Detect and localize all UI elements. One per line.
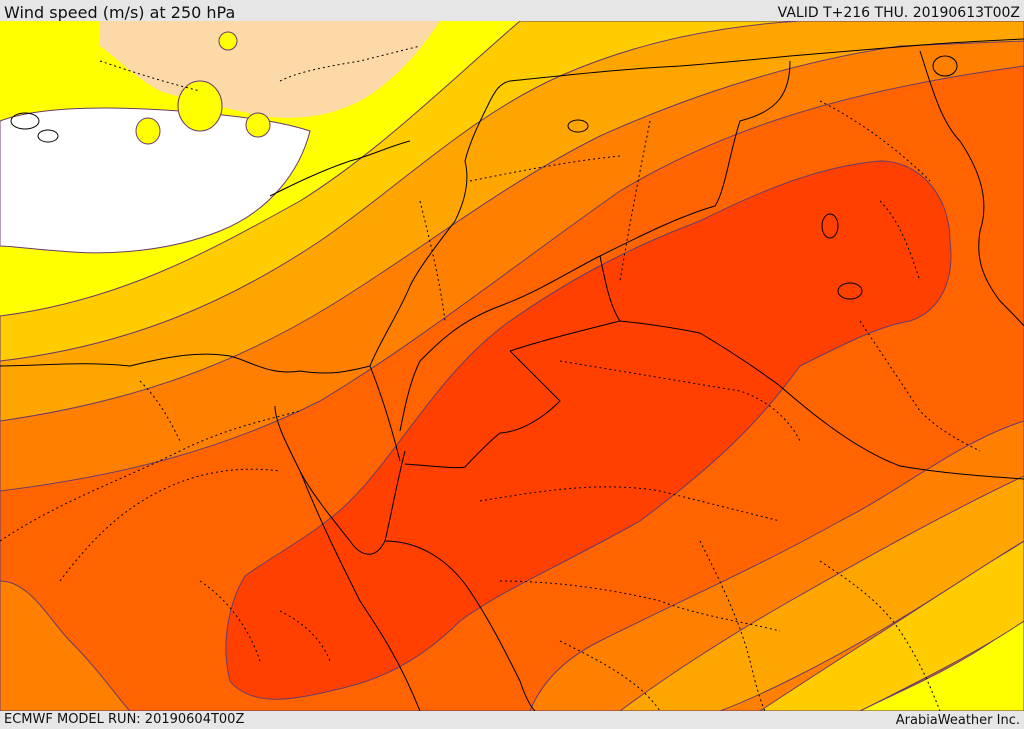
band-amber-southeast	[619, 475, 1024, 711]
yellow-blob-1	[177, 80, 223, 132]
model-run-label: ECMWF MODEL RUN: 20190604T00Z	[4, 712, 245, 727]
band-dark-orange-southwest	[0, 580, 131, 711]
wind-speed-map	[0, 21, 1024, 711]
calm-area	[0, 107, 311, 254]
footer-bar: ECMWF MODEL RUN: 20190604T00Z ArabiaWeat…	[0, 711, 1024, 729]
islands	[10, 55, 958, 300]
band-red-core	[225, 160, 952, 700]
coastlines	[0, 38, 1024, 711]
internal-borders	[0, 45, 981, 711]
yellow-blob-3	[245, 112, 271, 138]
credit-label: ArabiaWeather Inc.	[895, 713, 1020, 728]
yellow-blob-4	[218, 31, 238, 51]
header-bar: Wind speed (m/s) at 250 hPa VALID T+216 …	[0, 0, 1024, 22]
yellow-blob-2	[135, 117, 161, 145]
valid-time-label: VALID T+216 THU. 20190613T00Z	[777, 5, 1020, 21]
map-title: Wind speed (m/s) at 250 hPa	[4, 3, 236, 22]
